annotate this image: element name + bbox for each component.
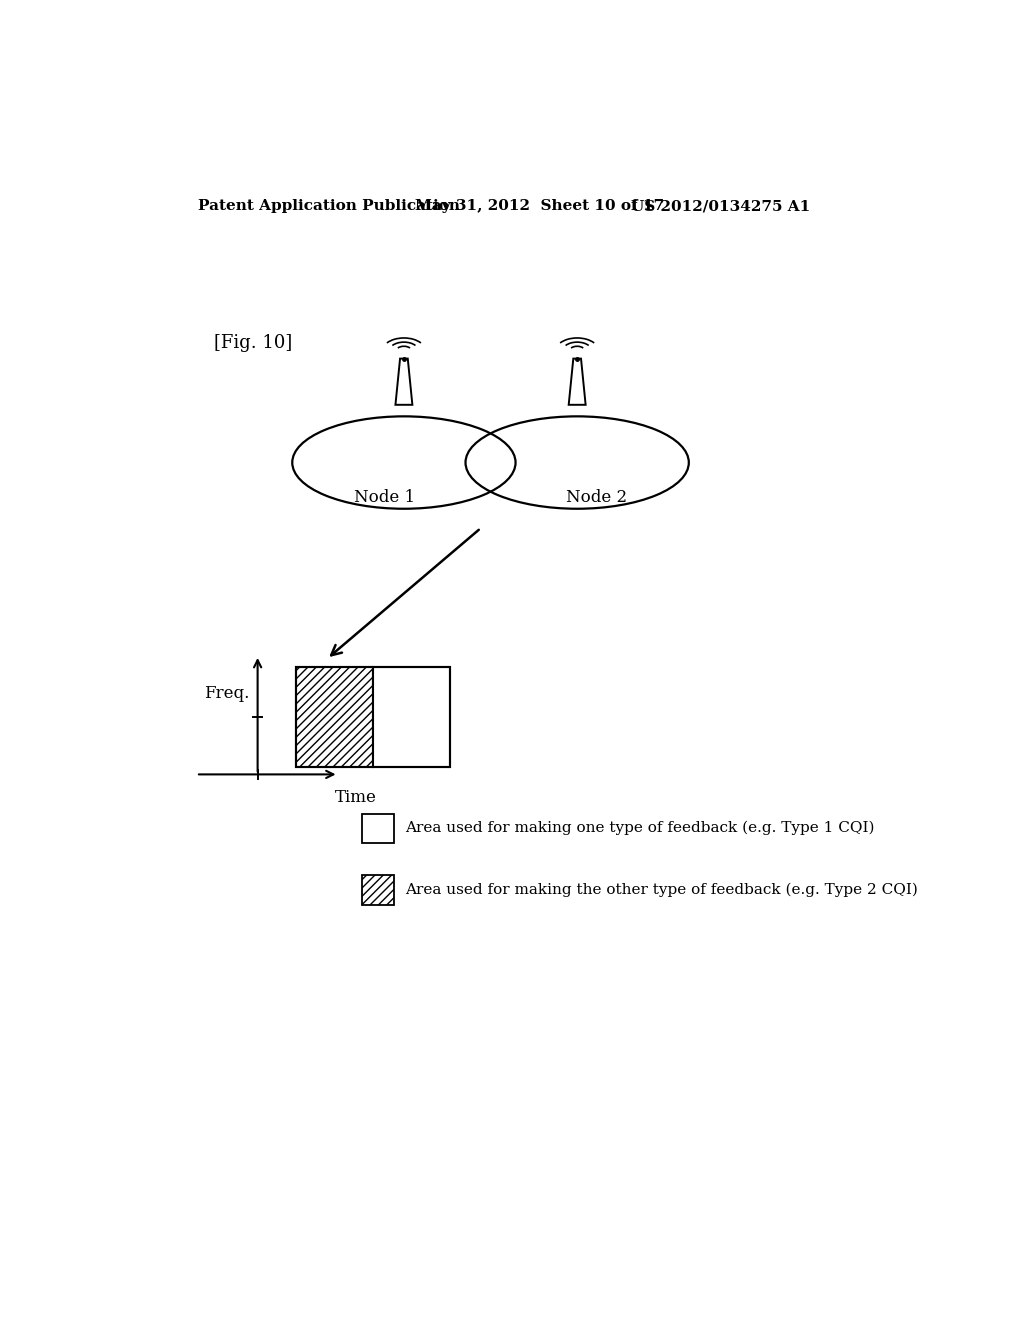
Text: [Fig. 10]: [Fig. 10]	[214, 334, 292, 352]
Bar	[296, 667, 451, 767]
Bar	[296, 667, 373, 767]
Text: Patent Application Publication: Patent Application Publication	[199, 199, 461, 213]
Text: Area used for making one type of feedback (e.g. Type 1 CQI): Area used for making one type of feedbac…	[406, 821, 874, 836]
Text: Node 1: Node 1	[354, 490, 415, 507]
Text: US 2012/0134275 A1: US 2012/0134275 A1	[631, 199, 810, 213]
Bar	[361, 813, 394, 843]
Text: Node 2: Node 2	[566, 490, 627, 507]
Text: May 31, 2012  Sheet 10 of 17: May 31, 2012 Sheet 10 of 17	[416, 199, 665, 213]
Polygon shape	[395, 359, 413, 405]
Polygon shape	[568, 359, 586, 405]
Bar	[373, 667, 451, 767]
Text: Time: Time	[335, 789, 377, 807]
Text: Area used for making the other type of feedback (e.g. Type 2 CQI): Area used for making the other type of f…	[406, 883, 919, 898]
Text: Freq.: Freq.	[205, 685, 250, 702]
Bar	[361, 875, 394, 904]
